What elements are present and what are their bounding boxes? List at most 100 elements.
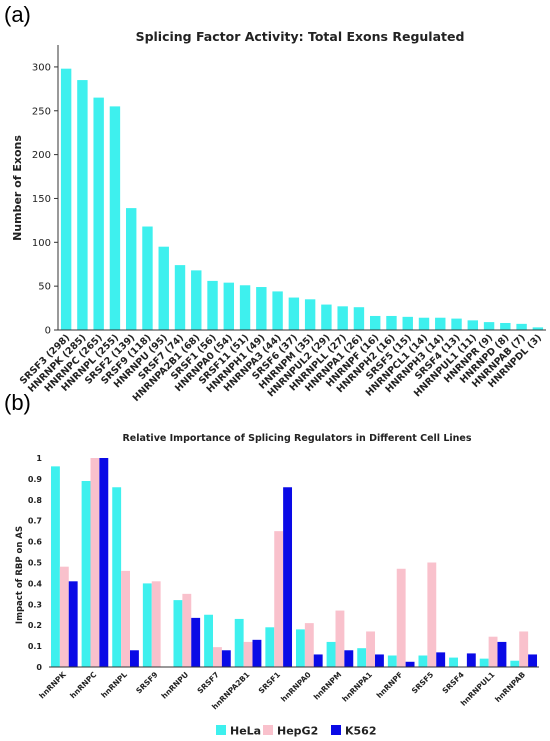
panel-a-y-tick-label: 300 [32, 62, 51, 73]
legend-swatch-hela [216, 725, 226, 735]
panel-b-bar-hela [479, 658, 489, 667]
panel-b-bar-hepg2 [151, 581, 161, 667]
panel-b-bar-k562 [68, 581, 78, 667]
panel-b-bar-hepg2 [335, 610, 345, 667]
panel-b-bar-k562 [130, 650, 139, 667]
panel-a-bar [532, 327, 544, 330]
panel-a-bar [207, 280, 218, 330]
panel-b-y-tick-label: 0.8 [28, 496, 43, 505]
panel-a-y-ticks: 0 50 100 150 200 250 300 [32, 62, 58, 337]
panel-a-bar [516, 323, 527, 330]
panel-b-bar-k562 [191, 617, 201, 667]
panel-a-y-tick-label: 250 [32, 106, 51, 117]
panel-b-category-label: hnRNPU [160, 670, 191, 701]
panel-b-category-label: SRSF4 [440, 670, 465, 695]
panel-a-y-tick-label: 50 [38, 282, 51, 293]
panel-b-bar-hepg2 [274, 531, 284, 667]
panel-a-bar [239, 285, 251, 330]
panel-b-bar-hela [357, 648, 367, 667]
panel-b-bar-hepg2 [427, 562, 437, 667]
panel-b-y-tick-label: 0.5 [28, 559, 43, 568]
panel-b-category-label: hnRNPA1 [340, 670, 374, 704]
panel-b-bar-hepg2 [182, 593, 192, 667]
panel-b-bar-hepg2 [59, 566, 69, 667]
panel-b-bar-hela [295, 629, 305, 667]
panel-a-bar [353, 307, 365, 330]
panel-b-letter: (b) [4, 390, 31, 415]
panel-b-bar-k562 [99, 458, 109, 667]
panel-a-y-axis-label: Number of Exons [11, 135, 24, 241]
panel-a-bar [93, 97, 104, 330]
panel-a-title: Splicing Factor Activity: Total Exons Re… [136, 29, 465, 44]
panel-b-bar-hepg2 [212, 647, 222, 667]
panel-a-bar [435, 317, 446, 330]
panel-b-bar-k562 [221, 650, 231, 667]
panel-b-bar-hepg2 [90, 458, 100, 667]
legend-label-k562: K562 [345, 725, 377, 738]
panel-a-bar [288, 297, 300, 330]
panel-b-legend: HeLa HepG2 K562 [216, 725, 377, 738]
panel-b-bar-k562 [436, 652, 446, 667]
panel-b-bar-hepg2 [304, 623, 314, 667]
panel-a-bar [483, 322, 495, 330]
panel-a-y-tick-label: 100 [32, 238, 51, 249]
panel-a-bar [402, 316, 413, 330]
panel-b-bar-hepg2 [396, 568, 406, 667]
panel-b-category-labels: hnRNPK hnRNPC hnRNPL SRSF9 hnRNPU SRSF7 hnRNPA… [37, 669, 527, 711]
panel-b-bar-hela [112, 487, 122, 667]
panel-b-bar-k562 [528, 654, 538, 667]
panel-b-y-tick-label: 0.3 [28, 600, 42, 609]
panel-b-bar-hepg2 [519, 631, 529, 667]
panel-a-bar [77, 80, 88, 330]
panel-b-bar-hela [387, 655, 397, 667]
panel-b-category-label: hnRNPK [37, 669, 68, 700]
panel-a: (a) Splicing Factor Activity: Total Exon… [4, 2, 546, 404]
panel-b-bar-k562 [497, 641, 507, 667]
panel-a-bar [386, 315, 397, 330]
panel-b-y-tick-label: 0.2 [28, 621, 42, 630]
panel-a-bar [256, 287, 267, 330]
panel-a-bar [337, 306, 348, 330]
panel-b-y-tick-label: 0 [36, 663, 42, 672]
panel-b-bar-hela [265, 627, 275, 667]
panel-b-bar-k562 [313, 654, 323, 667]
panel-a-bar [500, 322, 511, 330]
panel-b-bar-hela [204, 614, 213, 667]
panel-b-bar-hela [142, 583, 152, 667]
panel-b-bar-hepg2 [488, 636, 498, 667]
panel-a-bar [418, 317, 430, 330]
panel-b-bar-hela [234, 618, 244, 667]
panel-b-bar-hepg2 [366, 631, 376, 667]
panel-a-letter: (a) [4, 2, 31, 27]
panel-b-category-label: hnRNPL [99, 670, 129, 700]
panel-a-bar [158, 246, 169, 330]
panel-b-category-label: SRSF7 [195, 670, 220, 695]
panel-b-category-label: SRSF5 [410, 670, 435, 695]
panel-a-bar [321, 304, 332, 330]
legend-label-hepg2: HepG2 [277, 725, 318, 738]
panel-b-bar-hela [449, 657, 458, 667]
panel-b-category-label: hnRNPA0 [279, 670, 313, 704]
panel-b-y-ticks: 0 0.1 0.2 0.3 0.4 0.5 0.6 0.7 0.8 0.9 1 [28, 454, 43, 672]
panel-a-bar [142, 226, 153, 330]
panel-a-category-labels: SRSF3 (298)HNRNPK (285)HNRNPC (265)HNRNP… [18, 332, 544, 404]
panel-b-bar-hepg2 [243, 641, 253, 667]
panel-b-bar-k562 [344, 650, 354, 667]
panel-a-bar [174, 265, 186, 330]
panel-a-y-tick-label: 200 [32, 150, 51, 161]
panel-b-bar-hela [50, 466, 60, 667]
panel-a-bar [109, 106, 121, 330]
panel-b-category-label: hnRNPF [375, 670, 405, 700]
panel-b-y-tick-label: 0.4 [28, 579, 43, 588]
panel-b-y-tick-label: 0.1 [28, 642, 43, 651]
panel-b-bar-hepg2 [121, 570, 131, 667]
panel-a-bar [467, 320, 479, 330]
panel-b-category-label: SRSF9 [134, 670, 159, 695]
panel-b-bar-k562 [466, 653, 476, 667]
panel-b: (b) Relative Importance of Splicing Regu… [4, 390, 539, 738]
panel-a-y-tick-label: 0 [45, 326, 51, 337]
panel-b-y-tick-label: 1 [36, 454, 42, 463]
legend-label-hela: HeLa [230, 725, 261, 738]
panel-b-bar-hela [510, 660, 520, 667]
panel-b-y-tick-label: 0.6 [28, 538, 43, 547]
